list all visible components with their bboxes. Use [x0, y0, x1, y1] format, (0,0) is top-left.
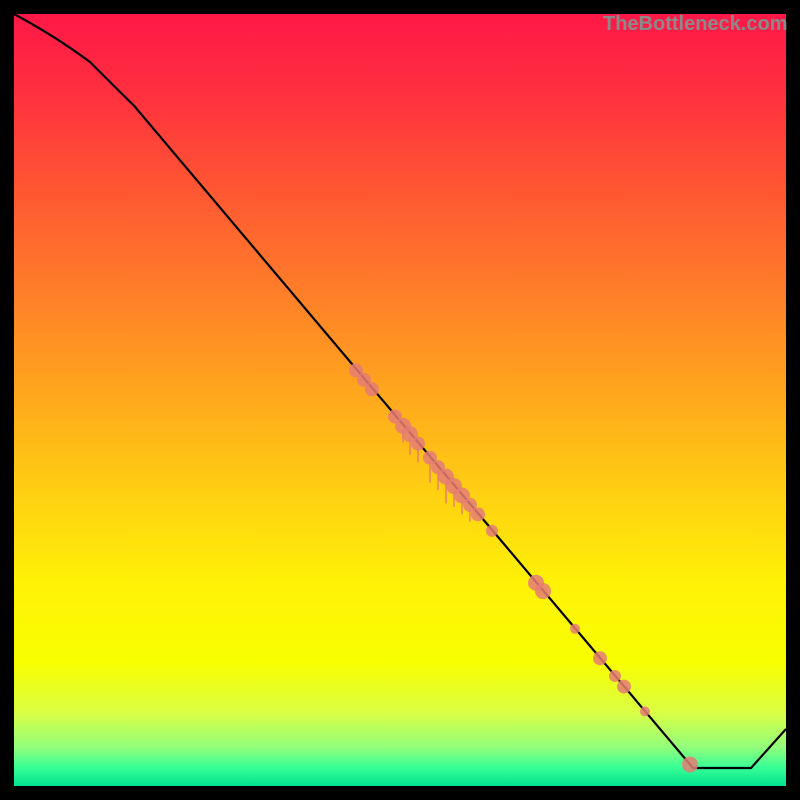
data-marker: [593, 651, 607, 665]
data-marker: [365, 382, 379, 396]
gradient-panel: [14, 14, 786, 786]
data-marker: [682, 756, 698, 772]
data-marker: [609, 670, 621, 682]
data-marker: [617, 680, 631, 694]
data-marker: [486, 525, 498, 537]
chart-stage: TheBottleneck.com: [0, 0, 800, 800]
data-marker: [535, 583, 551, 599]
attribution-label: TheBottleneck.com: [603, 13, 787, 36]
data-marker: [471, 507, 485, 521]
data-marker: [570, 624, 580, 634]
data-marker: [640, 706, 650, 716]
chart-svg: [0, 0, 800, 800]
data-marker: [411, 437, 425, 451]
